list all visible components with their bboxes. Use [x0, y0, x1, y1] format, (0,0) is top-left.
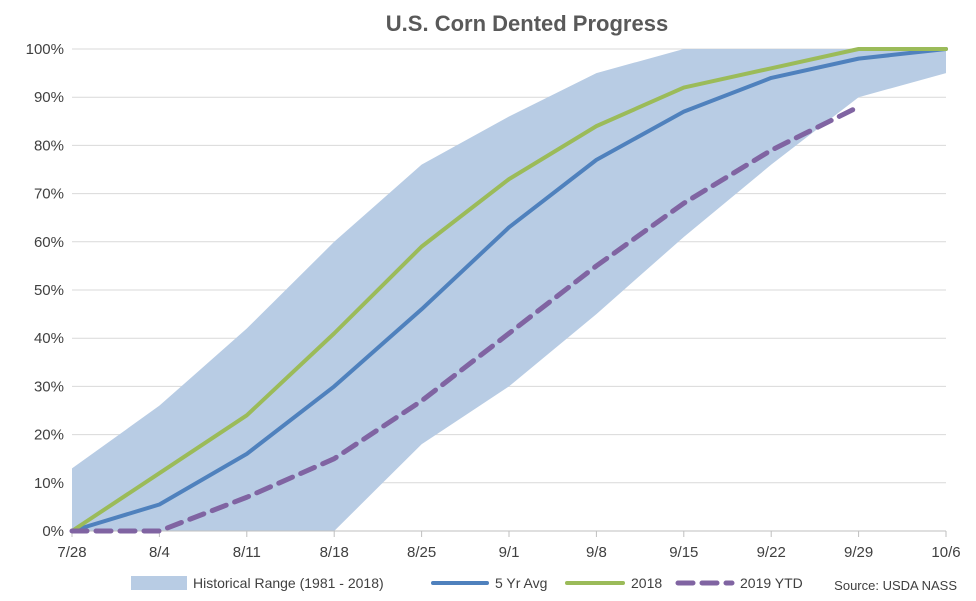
y-tick-label: 70%	[34, 186, 64, 203]
x-tick-label: 9/29	[844, 544, 873, 561]
y-tick-label: 60%	[34, 234, 64, 251]
x-tick-label: 7/28	[57, 544, 86, 561]
legend-label-5-yr-avg: 5 Yr Avg	[495, 575, 547, 591]
x-axis	[71, 530, 947, 537]
y-tick-label: 30%	[34, 378, 64, 395]
x-tick-label: 8/18	[320, 544, 349, 561]
historical-range-band-layer	[72, 49, 946, 531]
y-tick-label: 20%	[34, 427, 64, 444]
x-tick-label: 10/6	[931, 544, 960, 561]
legend-swatch-historical-range	[131, 576, 187, 590]
historical-range-band	[72, 49, 946, 531]
x-tick-label: 8/11	[233, 544, 261, 561]
y-tick-label: 80%	[34, 137, 64, 154]
y-tick-label: 0%	[42, 523, 64, 540]
y-tick-label: 100%	[26, 41, 64, 58]
y-tick-label: 50%	[34, 282, 64, 299]
y-axis-tick-labels: 0% 10% 20% 30% 40% 50% 60% 70% 80% 90% 100%	[26, 41, 64, 540]
y-tick-label: 10%	[34, 475, 64, 492]
x-tick-label: 9/1	[499, 544, 520, 561]
x-tick-label: 8/25	[407, 544, 436, 561]
y-tick-label: 90%	[34, 89, 64, 106]
x-tick-label: 9/8	[586, 544, 607, 561]
x-tick-label: 9/15	[669, 544, 698, 561]
legend-label-2019-ytd: 2019 YTD	[740, 575, 803, 591]
series-line-5-yr-avg	[70, 47, 948, 533]
chart-title: U.S. Corn Dented Progress	[386, 11, 668, 36]
source-note: Source: USDA NASS	[834, 578, 957, 593]
x-tick-label: 8/4	[149, 544, 170, 561]
y-tick-label: 40%	[34, 330, 64, 347]
legend-label-2018: 2018	[631, 575, 662, 591]
series-lines	[69, 47, 948, 534]
x-axis-tick-labels: 7/28 8/4 8/11 8/18 8/25 9/1 9/8 9/15 9/22 9/29 10/…	[57, 544, 960, 561]
legend-label-historical-range: Historical Range (1981 - 2018)	[193, 575, 384, 591]
series-line-2018	[70, 47, 948, 533]
legend: Historical Range (1981 - 2018) 5 Yr Avg 20…	[131, 575, 803, 591]
x-tick-label: 9/22	[757, 544, 786, 561]
series-line-2019-ytd	[69, 104, 862, 534]
